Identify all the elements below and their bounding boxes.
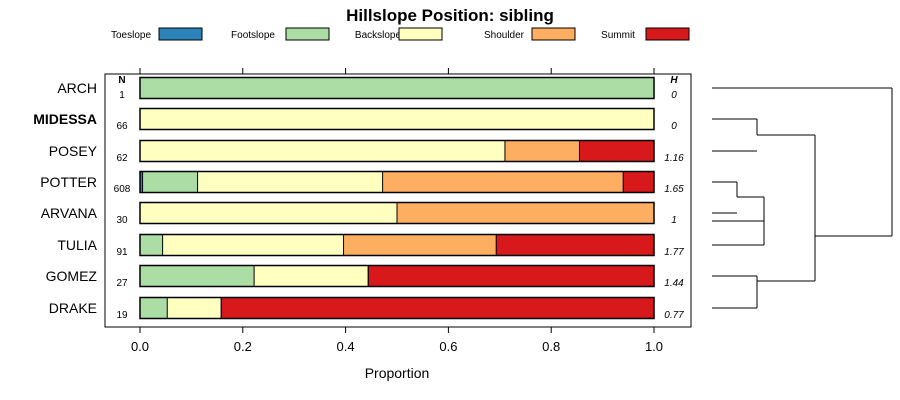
legend-label: Toeslope xyxy=(111,30,151,41)
bar-segment xyxy=(623,171,654,193)
h-label: 1.44 xyxy=(664,278,684,289)
legend-swatch xyxy=(531,27,576,41)
h-label: 1.77 xyxy=(664,247,684,258)
bar-segment xyxy=(504,140,580,162)
x-tick-label: 0.2 xyxy=(234,339,252,354)
n-label: 1 xyxy=(119,90,125,101)
h-label: 0.77 xyxy=(664,310,684,321)
bars-group xyxy=(139,76,655,320)
row-label: MIDESSA xyxy=(33,111,97,127)
n-label: 66 xyxy=(116,121,128,132)
n-label: 19 xyxy=(116,310,128,321)
row-label: POSEY xyxy=(49,143,98,159)
row-label: GOMEZ xyxy=(46,268,98,284)
plot-panel xyxy=(104,73,692,328)
row-label: ARCH xyxy=(57,80,97,96)
row-label: TULIA xyxy=(57,237,97,253)
bar-outline xyxy=(139,170,655,194)
h-label: 1.16 xyxy=(664,153,684,164)
legend: Toeslope Footslope Backslope Shoulder Summit xyxy=(111,27,690,41)
row-label: ARVANA xyxy=(41,205,98,221)
x-axis-label: Proportion xyxy=(365,365,430,381)
x-tick-label: 0.6 xyxy=(439,339,457,354)
legend-swatch xyxy=(645,27,690,41)
chart-title: Hillslope Position: sibling xyxy=(346,6,554,25)
bar-segment xyxy=(140,265,255,287)
row-label: POTTER xyxy=(40,174,97,190)
bar-segment xyxy=(140,77,654,99)
bar-outline xyxy=(139,233,655,257)
legend-label: Shoulder xyxy=(484,30,525,41)
legend-swatch xyxy=(285,27,330,41)
row-labels: ARCH 1 0 MIDESSA 66 0 POSEY 62 1.16 POTTER 608 1.65… xyxy=(33,80,684,321)
x-tick-label: 0.4 xyxy=(337,339,355,354)
row-label: DRAKE xyxy=(49,300,97,316)
n-label: 608 xyxy=(114,184,131,195)
dendrogram xyxy=(712,87,893,309)
n-label: 30 xyxy=(116,215,128,226)
h-label: 1.65 xyxy=(664,184,684,195)
bar-segment xyxy=(140,297,168,319)
bar-segment xyxy=(140,108,654,130)
bar-segment xyxy=(162,234,344,256)
n-label: 62 xyxy=(116,153,128,164)
bar-segment xyxy=(368,265,654,287)
n-label: 27 xyxy=(116,278,128,289)
legend-swatch xyxy=(158,27,203,41)
legend-label: Footslope xyxy=(231,30,275,41)
bar-segment xyxy=(397,202,654,224)
bar-outline xyxy=(139,296,655,320)
x-tick-label: 0.0 xyxy=(131,339,149,354)
legend-label: Backslope xyxy=(355,30,402,41)
bar-segment xyxy=(579,140,654,162)
bar-segment xyxy=(343,234,497,256)
h-label: 0 xyxy=(671,90,677,101)
x-axis: 0.0 0.2 0.4 0.6 0.8 1.0 xyxy=(131,68,663,354)
bar-segment xyxy=(254,265,369,287)
bar-segment xyxy=(140,234,163,256)
legend-label: Summit xyxy=(601,30,635,41)
bar-segment xyxy=(140,171,143,193)
bar-outline xyxy=(139,201,655,225)
bar-segment xyxy=(167,297,222,319)
bar-outline xyxy=(139,264,655,288)
bar-segment xyxy=(496,234,654,256)
bar-outline xyxy=(139,76,655,100)
h-label: 0 xyxy=(671,121,677,132)
x-tick-label: 1.0 xyxy=(645,339,663,354)
h-column-header: H xyxy=(670,75,678,86)
bar-segment xyxy=(382,171,624,193)
n-column-header: N xyxy=(118,75,125,86)
bar-segment xyxy=(142,171,198,193)
bar-segment xyxy=(197,171,383,193)
bar-outline xyxy=(139,107,655,131)
bar-segment xyxy=(221,297,654,319)
bar-segment xyxy=(140,202,397,224)
x-tick-label: 0.8 xyxy=(542,339,560,354)
legend-swatch xyxy=(398,27,443,41)
bar-segment xyxy=(140,140,505,162)
n-label: 91 xyxy=(116,247,128,258)
h-label: 1 xyxy=(671,215,677,226)
bar-outline xyxy=(139,139,655,163)
